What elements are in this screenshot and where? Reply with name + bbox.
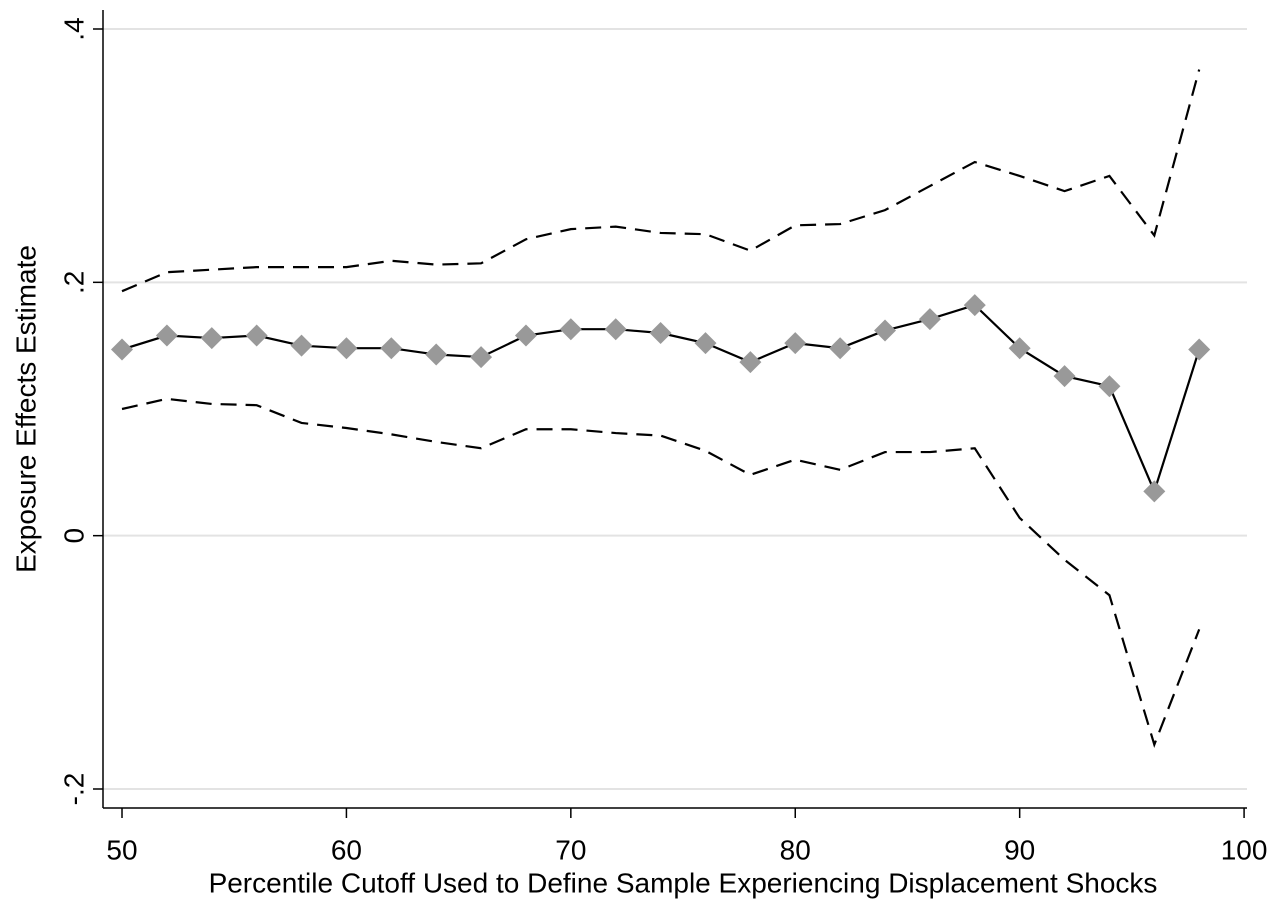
marker bbox=[425, 343, 448, 366]
x-axis-title: Percentile Cutoff Used to Define Sample … bbox=[209, 867, 1158, 898]
marker bbox=[559, 318, 582, 341]
marker bbox=[290, 334, 313, 357]
marker bbox=[739, 351, 762, 374]
marker bbox=[694, 332, 717, 355]
marker bbox=[1098, 375, 1121, 398]
marker bbox=[1143, 480, 1166, 503]
y-tick-label: .4 bbox=[58, 17, 89, 40]
marker bbox=[874, 319, 897, 342]
y-tick-label: -.2 bbox=[58, 773, 89, 806]
series-line bbox=[121, 397, 1201, 749]
x-tick-label: 100 bbox=[1221, 834, 1268, 865]
series-line bbox=[121, 69, 1201, 293]
marker bbox=[380, 337, 403, 360]
marker bbox=[155, 324, 178, 347]
marker bbox=[604, 318, 627, 341]
marker bbox=[963, 294, 986, 317]
y-axis-title: Exposure Effects Estimate bbox=[10, 245, 41, 573]
marker bbox=[829, 337, 852, 360]
marker bbox=[1053, 365, 1076, 388]
y-tick-label: .2 bbox=[58, 271, 89, 294]
x-tick-label: 70 bbox=[555, 834, 586, 865]
marker bbox=[649, 322, 672, 344]
x-tick-label: 60 bbox=[331, 834, 362, 865]
marker bbox=[1188, 338, 1211, 361]
marker bbox=[111, 338, 134, 361]
marker bbox=[245, 324, 268, 347]
marker bbox=[514, 324, 537, 347]
x-tick-label: 80 bbox=[780, 834, 811, 865]
x-tick-label: 90 bbox=[1004, 834, 1035, 865]
marker bbox=[200, 327, 223, 350]
marker bbox=[1008, 337, 1031, 360]
x-tick-label: 50 bbox=[106, 834, 137, 865]
marker bbox=[784, 332, 807, 355]
y-tick-label: 0 bbox=[58, 528, 89, 544]
marker bbox=[470, 346, 493, 369]
marker bbox=[335, 337, 358, 360]
marker bbox=[918, 308, 941, 331]
